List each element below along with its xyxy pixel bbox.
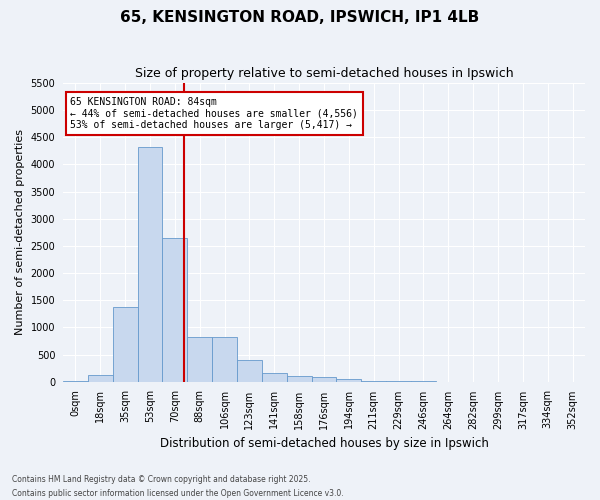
Bar <box>113 306 137 382</box>
Bar <box>137 146 163 382</box>
Text: Contains HM Land Registry data © Crown copyright and database right 2025.
Contai: Contains HM Land Registry data © Crown c… <box>12 476 344 498</box>
Bar <box>88 374 113 382</box>
Bar <box>361 380 386 382</box>
Bar <box>212 337 237 382</box>
Bar <box>287 376 311 382</box>
Bar <box>163 238 187 382</box>
Text: 65 KENSINGTON ROAD: 84sqm
← 44% of semi-detached houses are smaller (4,556)
53% : 65 KENSINGTON ROAD: 84sqm ← 44% of semi-… <box>70 96 358 130</box>
Bar <box>386 381 411 382</box>
Bar <box>262 373 287 382</box>
Bar <box>187 337 212 382</box>
Bar <box>237 360 262 382</box>
Y-axis label: Number of semi-detached properties: Number of semi-detached properties <box>15 130 25 336</box>
Bar <box>337 379 361 382</box>
Title: Size of property relative to semi-detached houses in Ipswich: Size of property relative to semi-detach… <box>134 68 513 80</box>
Bar <box>63 381 88 382</box>
Text: 65, KENSINGTON ROAD, IPSWICH, IP1 4LB: 65, KENSINGTON ROAD, IPSWICH, IP1 4LB <box>121 10 479 25</box>
X-axis label: Distribution of semi-detached houses by size in Ipswich: Distribution of semi-detached houses by … <box>160 437 488 450</box>
Bar <box>311 377 337 382</box>
